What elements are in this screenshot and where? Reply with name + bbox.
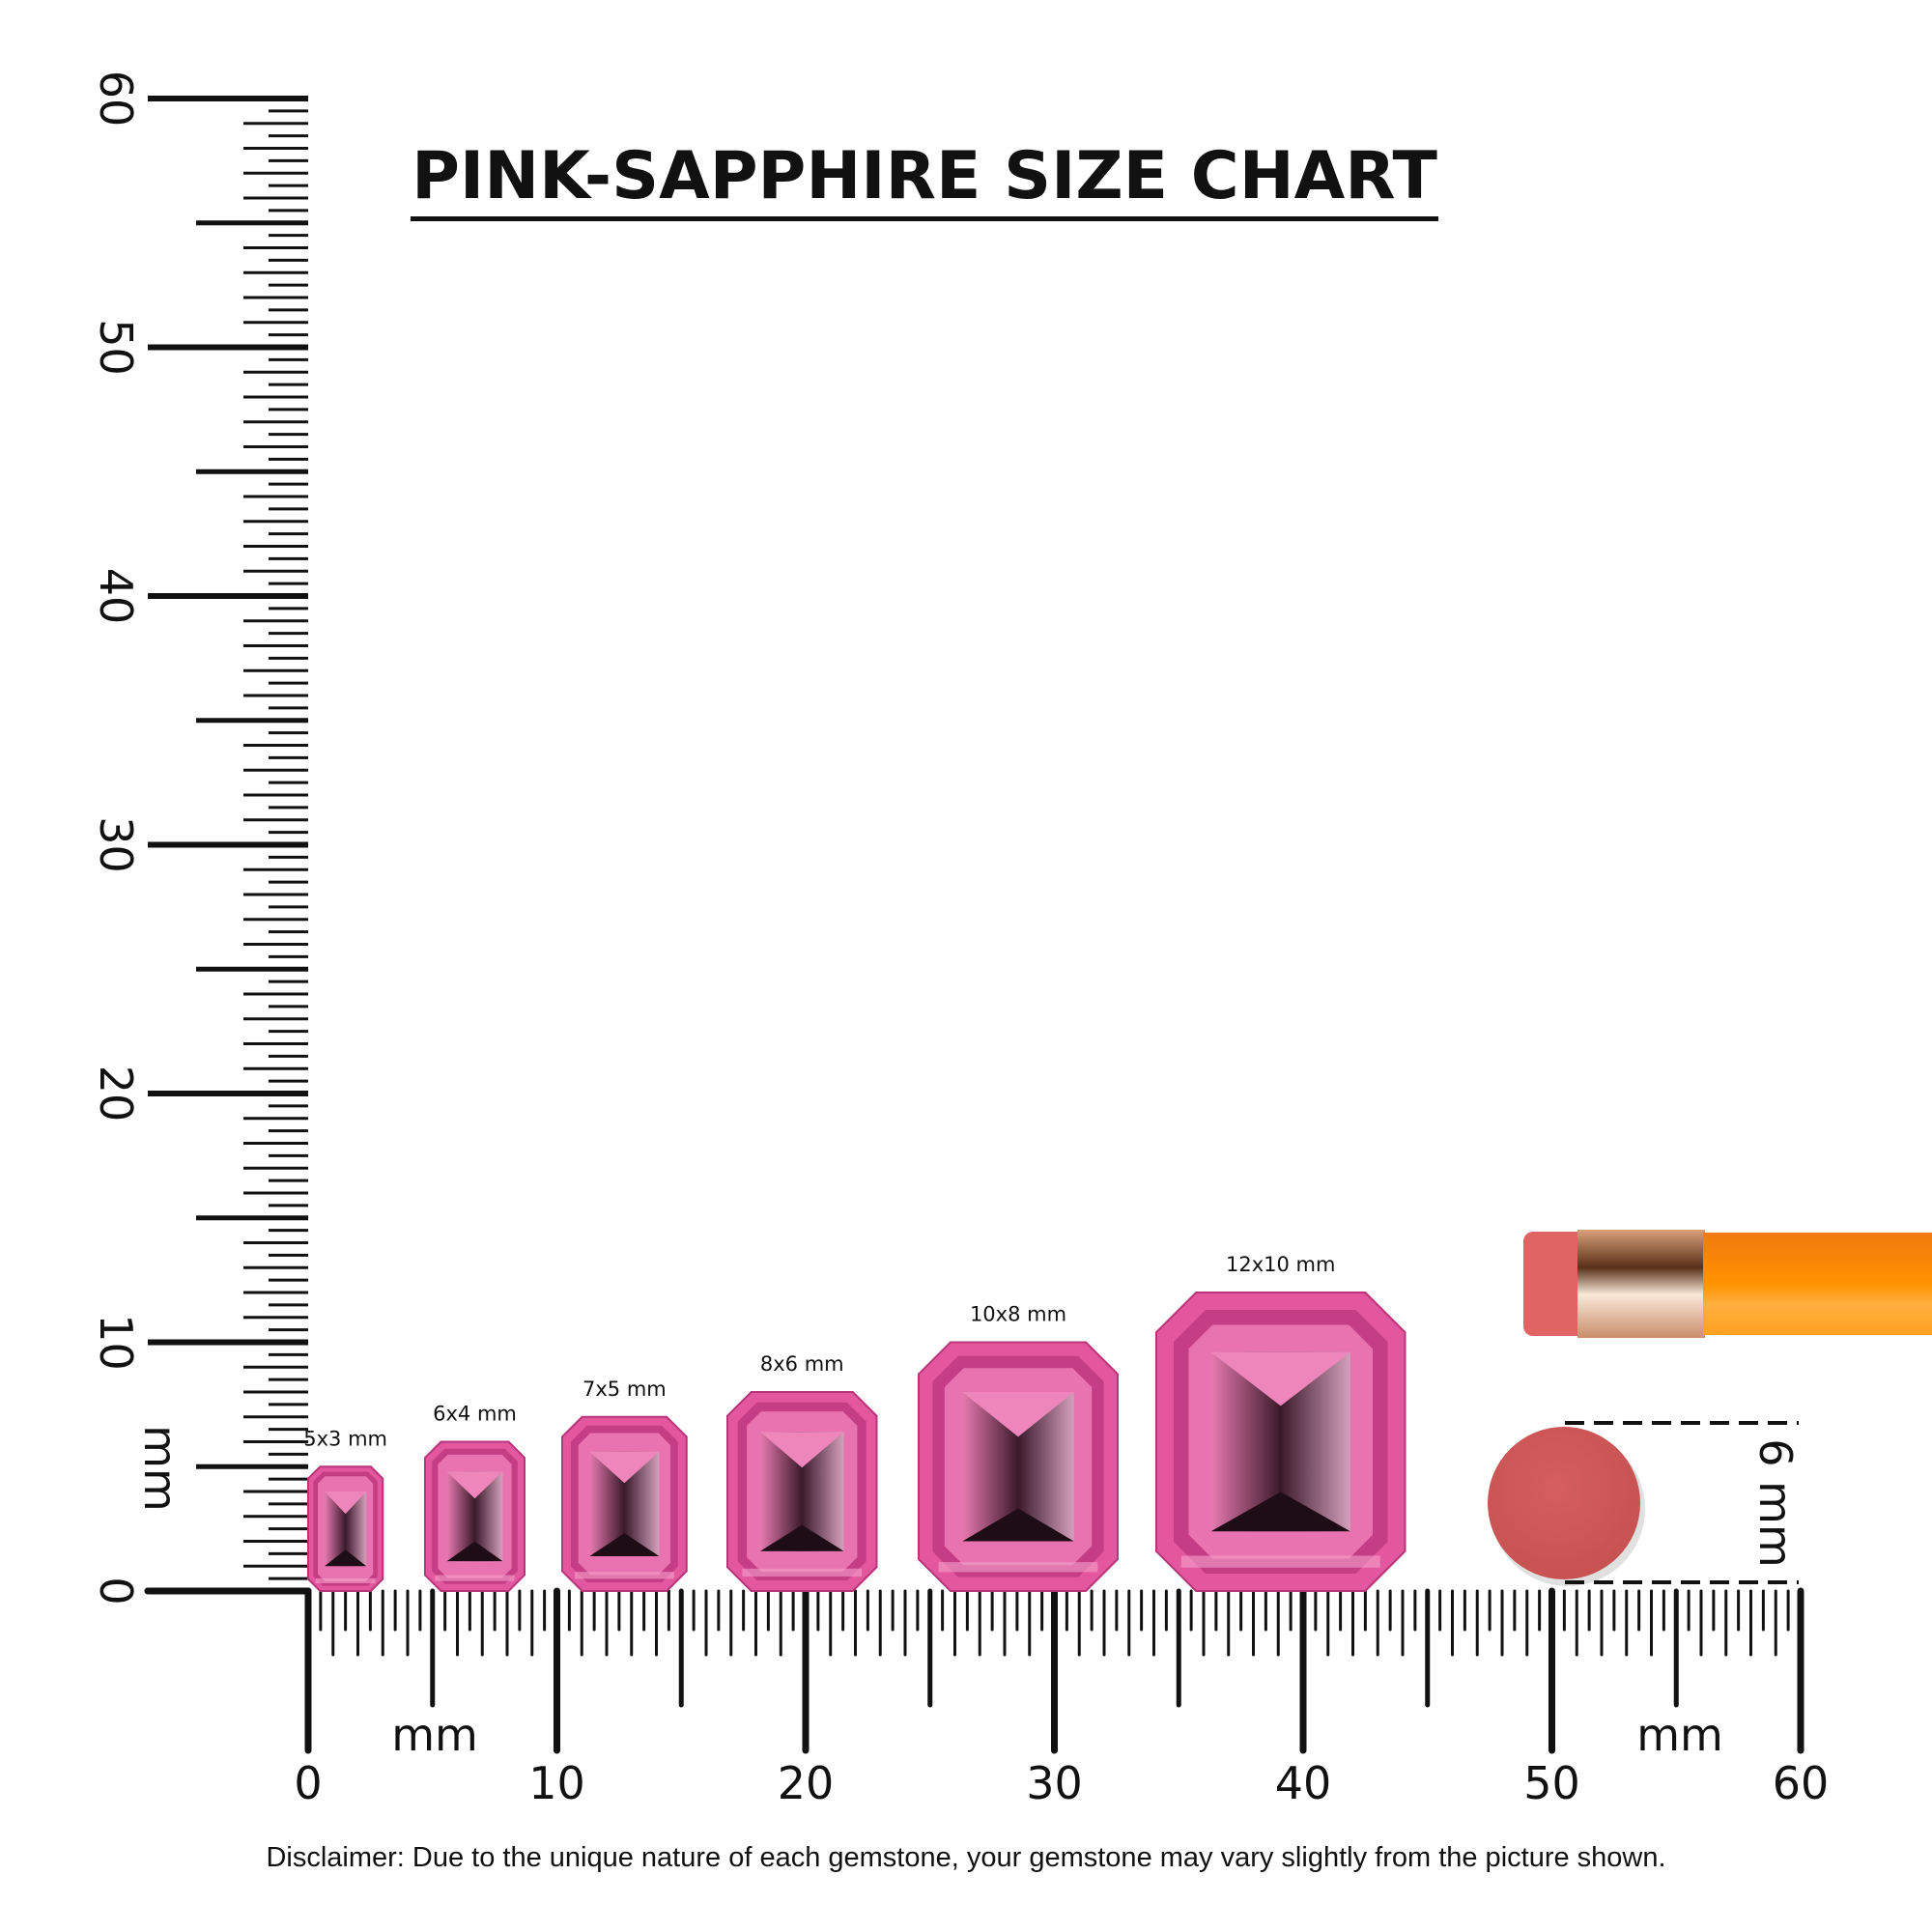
gem-6x4mm [424, 1440, 526, 1592]
y-tick-label: 20 [90, 1065, 142, 1122]
y-tick-label: 10 [90, 1314, 142, 1371]
eraser-reference-circle [1488, 1427, 1640, 1579]
y-tick-label: 30 [90, 816, 142, 873]
gem-7x5mm [561, 1415, 688, 1592]
gem-size-label: 12x10 mm [1226, 1253, 1335, 1276]
y-tick-label: 60 [90, 71, 142, 128]
x-axis-unit-label-right: mm [1636, 1709, 1723, 1761]
pencil-eraser [1523, 1232, 1591, 1336]
x-tick-label: 30 [1026, 1757, 1083, 1809]
y-axis-unit-label: mm [134, 1425, 186, 1512]
chart-title: PINK-SAPPHIRE SIZE CHART [412, 138, 1437, 214]
pencil-body [1703, 1233, 1932, 1335]
x-tick-label: 20 [778, 1757, 835, 1809]
gem-size-label: 7x5 mm [582, 1378, 667, 1401]
title-underline [411, 216, 1438, 221]
y-tick-label: 40 [90, 568, 142, 625]
y-tick-label: 0 [90, 1577, 142, 1605]
x-axis-unit-label: mm [391, 1709, 478, 1761]
gem-8x6mm [726, 1391, 878, 1592]
x-tick-label: 60 [1773, 1757, 1830, 1809]
pencil-ferrule [1577, 1230, 1705, 1338]
gem-size-label: 8x6 mm [760, 1352, 844, 1376]
reference-size-label: 6 mm [1749, 1438, 1802, 1568]
pencil-image [1523, 1230, 1932, 1338]
gem-row: 5x3 mm 6x4 mm 7x5 mm 8x6 mm 10x8 mm 12x10 mm [303, 1253, 1406, 1592]
horizontal-ruler: 0 10 20 30 40 50 60 [294, 1587, 1830, 1809]
y-tick-label: 50 [90, 319, 142, 376]
gem-12x10mm [1155, 1292, 1406, 1592]
disclaimer: Disclaimer: Due to the unique nature of … [266, 1842, 1665, 1873]
x-tick-label: 50 [1523, 1757, 1580, 1809]
vertical-ruler: 0 10 20 30 40 50 60 [90, 71, 312, 1605]
gem-10x8mm [918, 1341, 1119, 1592]
gem-size-label: 10x8 mm [970, 1303, 1066, 1326]
gem-size-label: 6x4 mm [433, 1403, 517, 1426]
gem-size-label: 5x3 mm [303, 1427, 387, 1450]
x-tick-label: 10 [528, 1757, 585, 1809]
gem-5x3mm [307, 1465, 384, 1592]
x-tick-label: 0 [294, 1757, 322, 1809]
x-tick-label: 40 [1275, 1757, 1332, 1809]
